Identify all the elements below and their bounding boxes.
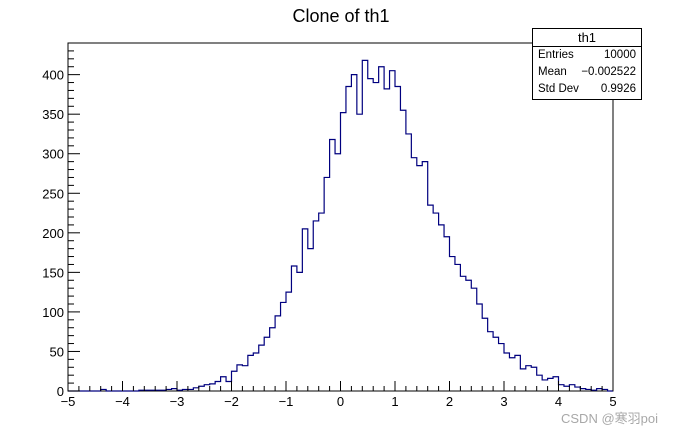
- svg-text:3: 3: [500, 394, 507, 409]
- svg-text:4: 4: [555, 394, 562, 409]
- stats-box: th1 Entries 10000 Mean −0.002522 Std Dev…: [532, 28, 642, 100]
- stats-value: −0.002522: [581, 66, 636, 78]
- svg-text:5: 5: [609, 394, 616, 409]
- stats-row-entries: Entries 10000: [533, 47, 641, 64]
- stats-header: th1: [533, 29, 641, 47]
- stats-row-mean: Mean −0.002522: [533, 64, 641, 81]
- stats-value: 0.9926: [600, 83, 636, 95]
- svg-text:400: 400: [42, 68, 64, 83]
- svg-text:300: 300: [42, 147, 64, 162]
- stats-label: Entries: [538, 49, 574, 61]
- chart-title: Clone of th1: [292, 6, 390, 26]
- svg-text:50: 50: [50, 344, 64, 359]
- stats-value: 10000: [604, 49, 636, 61]
- stats-label: Std Dev: [538, 83, 579, 95]
- svg-text:−2: −2: [224, 394, 239, 409]
- svg-text:−4: −4: [115, 394, 130, 409]
- stats-row-stddev: Std Dev 0.9926: [533, 81, 641, 98]
- svg-text:−5: −5: [61, 394, 76, 409]
- svg-text:100: 100: [42, 305, 64, 320]
- svg-text:0: 0: [337, 394, 344, 409]
- svg-text:250: 250: [42, 186, 64, 201]
- svg-text:350: 350: [42, 107, 64, 122]
- stats-label: Mean: [538, 66, 567, 78]
- svg-text:1: 1: [391, 394, 398, 409]
- svg-text:−3: −3: [170, 394, 185, 409]
- watermark: CSDN @寒羽poi: [561, 411, 658, 426]
- histogram-line: [68, 59, 613, 392]
- svg-text:150: 150: [42, 265, 64, 280]
- svg-text:200: 200: [42, 226, 64, 241]
- svg-text:2: 2: [446, 394, 453, 409]
- svg-text:0: 0: [57, 384, 64, 399]
- svg-text:−1: −1: [279, 394, 294, 409]
